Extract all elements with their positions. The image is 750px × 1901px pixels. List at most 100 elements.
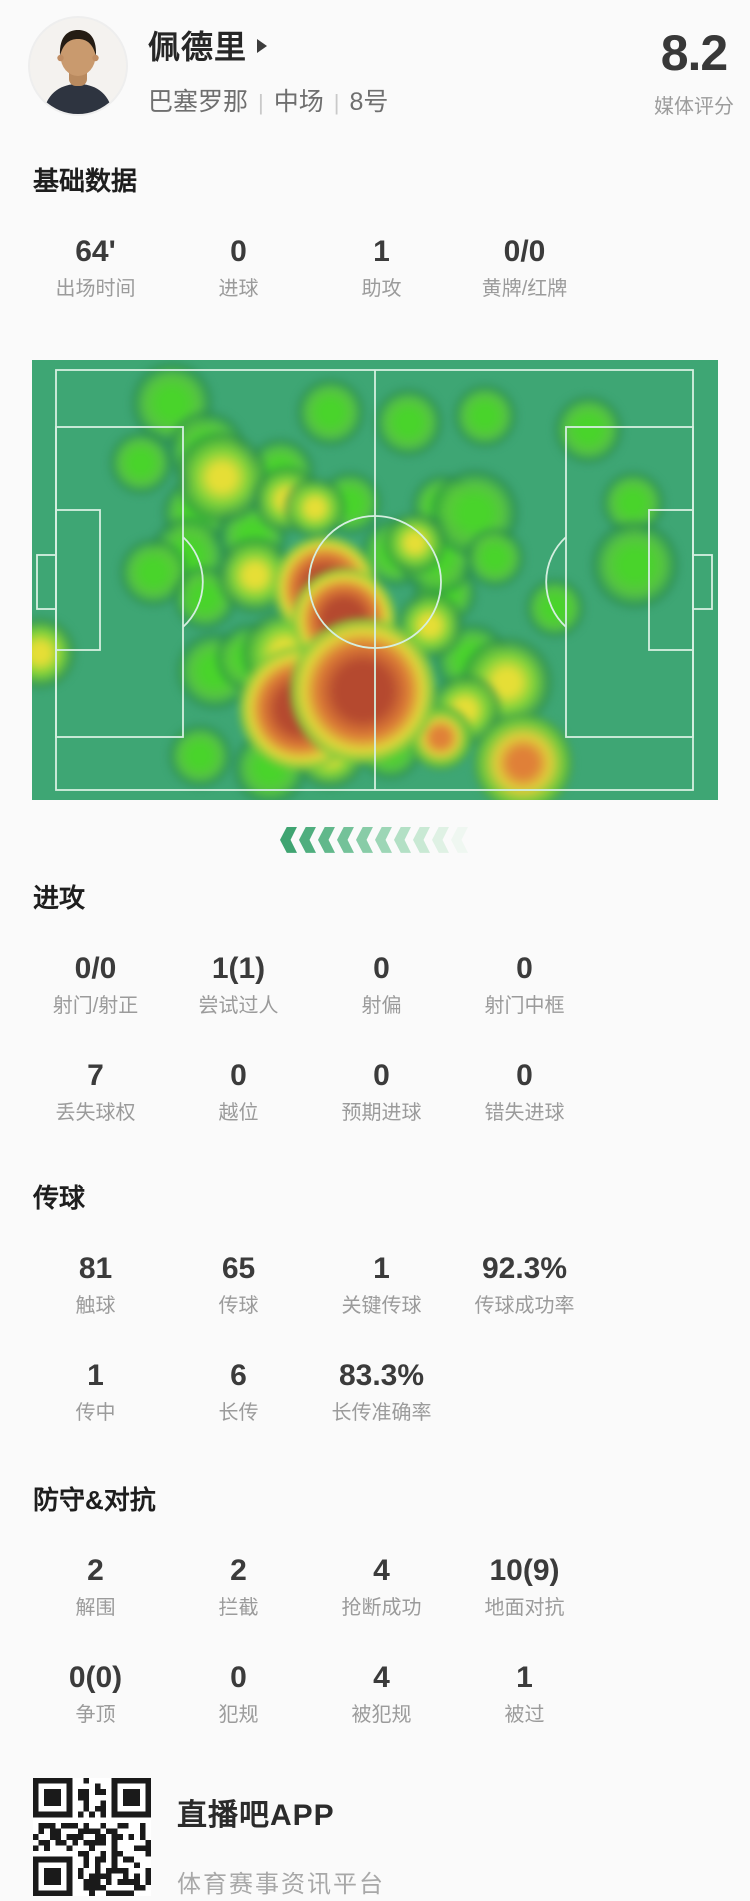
stat-label: 关键传球: [341, 1294, 422, 1317]
stat-label: 拦截: [218, 1596, 259, 1619]
stat-cell-长传准确率: 83.3% 长传准确率: [310, 1360, 453, 1424]
stat-value: 0: [230, 1058, 247, 1092]
chevron-left-icon: [432, 826, 449, 853]
stat-value: 0/0: [503, 234, 546, 268]
heat-blob-y: [176, 432, 268, 524]
chevron-left-icon: [451, 826, 468, 853]
chevron-left-icon: [394, 826, 411, 853]
stat-cell-出场时间: 64' 出场时间: [24, 234, 167, 300]
attack-stats-grid: 0/0 射门/射正 1(1) 尝试过人 0 射偏 0 射门中框 7 丢失球权 0 越位 0 预期进球 0 错失…: [0, 951, 750, 1124]
stat-label: 长传准确率: [331, 1401, 432, 1424]
stat-cell-争顶: 0(0) 争顶: [24, 1662, 167, 1726]
defense-stats-grid: 2 解围 2 拦截 4 抢断成功 10(9) 地面对抗 0(0) 争顶 0 犯规 4 被犯规 1 被过: [0, 1553, 750, 1726]
stat-value: 1: [87, 1358, 104, 1392]
stat-value: 6: [230, 1358, 247, 1392]
heat-blob-g: [591, 521, 679, 609]
stat-label: 地面对抗: [484, 1596, 565, 1619]
stat-value: 0: [230, 234, 247, 268]
team-name: 巴塞罗那: [148, 88, 249, 116]
player-header[interactable]: 佩德里 巴塞罗那 | 中场 | 8号 8.2 媒体评分: [0, 0, 750, 119]
stat-cell-射偏: 0 射偏: [310, 953, 453, 1017]
meta-separator: |: [258, 90, 264, 115]
chevron-left-icon: [318, 826, 335, 853]
stat-value: 1: [373, 1251, 390, 1285]
heat-blob-y: [383, 511, 447, 575]
stat-cell-犯规: 0 犯规: [167, 1662, 310, 1726]
app-footer: 直播吧APP 体育赛事资讯平台: [33, 1777, 750, 1899]
section-title-passing: 传球: [33, 1182, 86, 1213]
avatar: [30, 18, 126, 114]
stat-cell-越位: 0 越位: [167, 1058, 310, 1124]
player-meta: 巴塞罗那 | 中场 | 8号: [148, 82, 654, 118]
stat-value: 4: [373, 1660, 390, 1694]
stat-label: 射门/射正: [52, 994, 139, 1017]
heat-blob-g: [465, 527, 525, 588]
stat-label: 被过: [504, 1703, 545, 1726]
stat-value: 2: [87, 1553, 104, 1587]
stat-cell-被过: 1 被过: [453, 1660, 596, 1726]
heat-blob-g: [373, 388, 443, 458]
attack-direction-indicator: [0, 826, 750, 854]
meta-separator: |: [333, 90, 340, 115]
chevron-left-icon: [280, 826, 297, 853]
heat-blob-g: [167, 723, 233, 789]
stat-label: 黄牌/红牌: [481, 277, 568, 300]
stat-cell-关键传球: 1 关键传球: [310, 1251, 453, 1317]
qr-code: [33, 1777, 151, 1896]
stat-row: 81 触球 65 传球 1 关键传球 92.3% 传球成功率: [24, 1251, 750, 1317]
stat-cell-触球: 81 触球: [24, 1253, 167, 1317]
stat-label: 射偏: [361, 994, 402, 1017]
stat-row: 64' 出场时间 0 进球 1 助攻 0/0 黄牌/红牌: [24, 234, 750, 300]
stat-cell-传球成功率: 92.3% 传球成功率: [453, 1251, 596, 1317]
player-photo-placeholder: [30, 18, 126, 114]
app-name: 直播吧APP: [177, 1798, 335, 1832]
chevron-left-icon: [375, 826, 392, 853]
stat-label: 助攻: [361, 277, 402, 300]
stat-cell-进球: 0 进球: [167, 234, 310, 300]
stat-value: 7: [87, 1058, 104, 1092]
heatmap-pitch: [32, 359, 718, 800]
stat-value: 92.3%: [481, 1251, 568, 1285]
stat-cell-丢失球权: 7 丢失球权: [24, 1058, 167, 1124]
stat-value: 64': [75, 234, 116, 268]
stat-label: 触球: [75, 1294, 116, 1317]
stat-cell-助攻: 1 助攻: [310, 236, 453, 300]
stat-value: 65: [221, 1251, 256, 1285]
stat-row: 1 传中 6 长传 83.3% 长传准确率: [24, 1358, 750, 1424]
stat-cell-被犯规: 4 被犯规: [310, 1660, 453, 1726]
stat-value: 0: [516, 951, 533, 985]
triangle-right-icon[interactable]: [257, 39, 268, 53]
stat-row: 0/0 射门/射正 1(1) 尝试过人 0 射偏 0 射门中框: [24, 951, 750, 1017]
stat-cell-错失进球: 0 错失进球: [453, 1058, 596, 1124]
stat-label: 犯规: [218, 1703, 259, 1726]
stat-value: 10(9): [489, 1553, 560, 1587]
stat-label: 传球成功率: [474, 1294, 575, 1317]
stat-label: 尝试过人: [198, 994, 279, 1017]
stat-value: 0/0: [74, 951, 117, 985]
stat-value: 1: [516, 1660, 533, 1694]
app-tagline: 体育赛事资讯平台: [177, 1870, 385, 1898]
stat-value: 0: [516, 1058, 533, 1092]
stat-label: 争顶: [75, 1703, 116, 1726]
pitch-lines: [36, 368, 713, 791]
stat-label: 错失进球: [484, 1101, 565, 1124]
heat-blob-r: [290, 618, 436, 764]
heatmap-blobs: [32, 360, 718, 800]
heat-blob-g: [525, 577, 585, 638]
shirt-number: 8号: [349, 88, 389, 116]
stat-row: 2 解围 2 拦截 4 抢断成功 10(9) 地面对抗: [24, 1553, 750, 1619]
stat-label: 丢失球权: [55, 1101, 136, 1124]
heat-blob-g: [295, 378, 365, 448]
stat-label: 出场时间: [55, 277, 136, 300]
chevron-left-icon: [299, 826, 316, 853]
stat-cell-射门中框: 0 射门中框: [453, 951, 596, 1017]
section-title-defense: 防守&对抗: [33, 1484, 156, 1515]
chevron-left-icon: [356, 826, 373, 853]
stat-cell-传球: 65 传球: [167, 1251, 310, 1317]
qr-code-icon: [33, 1777, 151, 1896]
stat-label: 传球: [218, 1294, 259, 1317]
stat-cell-预期进球: 0 预期进球: [310, 1060, 453, 1124]
stat-cell-地面对抗: 10(9) 地面对抗: [453, 1553, 596, 1619]
stat-cell-拦截: 2 拦截: [167, 1555, 310, 1619]
chevron-left-icon: [413, 826, 430, 853]
